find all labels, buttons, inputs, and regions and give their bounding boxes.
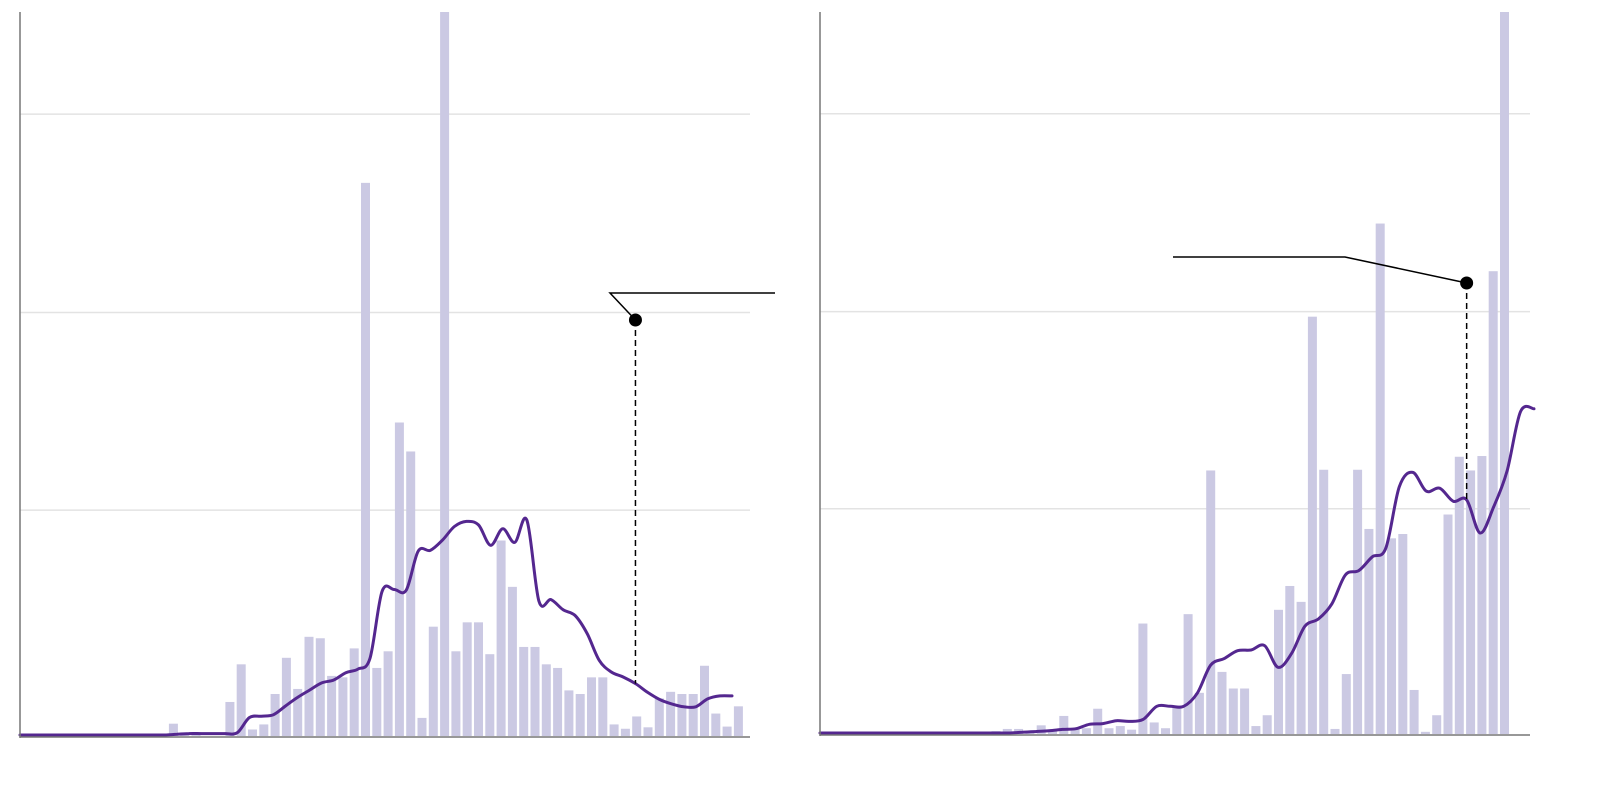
histogram-bar: [1398, 534, 1408, 734]
histogram-bar: [575, 694, 585, 736]
histogram-bar: [1262, 715, 1272, 734]
histogram-bar: [1093, 708, 1103, 734]
histogram-bar: [406, 451, 416, 736]
histogram-bar: [1387, 538, 1396, 734]
histogram-bar: [496, 540, 506, 736]
histogram-bar: [643, 727, 653, 736]
histogram-bar: [1375, 223, 1385, 734]
histogram-bar: [1466, 470, 1476, 734]
histogram-bar: [541, 664, 551, 736]
histogram-bar: [1002, 728, 1012, 734]
histogram-bar: [654, 698, 664, 736]
histogram-bar: [304, 636, 314, 736]
histogram-bar: [1364, 528, 1374, 734]
histogram-bar: [462, 622, 472, 736]
histogram-bar: [587, 677, 596, 736]
chart-panel-2: [818, 12, 1536, 736]
histogram-bar: [1115, 726, 1125, 734]
histogram-bar: [1353, 469, 1363, 734]
histogram-bar: [394, 422, 404, 736]
histogram-bar: [609, 724, 619, 736]
histogram-bar: [1285, 585, 1295, 734]
histogram-bar: [1127, 729, 1137, 734]
histogram-bar: [451, 651, 461, 736]
histogram-bar: [1081, 728, 1091, 734]
histogram-bar: [1432, 715, 1442, 734]
histogram-bar: [1228, 688, 1238, 734]
histogram-bar: [666, 691, 676, 736]
histogram-bar: [1477, 456, 1487, 734]
histogram-bar: [225, 701, 235, 736]
histogram-bar: [1161, 728, 1170, 734]
histogram-bar: [722, 726, 732, 736]
histogram-bar: [507, 586, 517, 736]
histogram-bar: [1319, 469, 1329, 734]
annotation-marker: [628, 313, 642, 327]
histogram-bar: [677, 694, 687, 736]
histogram-bar: [1138, 623, 1148, 734]
histogram-bar: [281, 657, 291, 736]
histogram-bar: [620, 728, 630, 736]
histogram-bar: [417, 717, 427, 736]
annotation-leader-line: [1173, 256, 1467, 284]
histogram-bar: [1500, 12, 1509, 734]
histogram-bar: [553, 667, 563, 736]
histogram-bar: [349, 648, 359, 736]
histogram-bar: [293, 688, 303, 736]
histogram-bar: [440, 12, 450, 736]
histogram-bar: [1251, 726, 1261, 734]
histogram-bar: [1070, 728, 1080, 734]
histogram-bar: [1206, 470, 1216, 734]
histogram-bar: [632, 716, 642, 736]
histogram-bar: [1217, 671, 1227, 734]
histogram-bar: [1149, 722, 1159, 734]
histogram-bar: [1420, 731, 1430, 734]
histogram-bar: [1104, 728, 1114, 734]
histogram-bar: [1240, 688, 1250, 734]
histogram-bar: [519, 646, 529, 736]
histogram-bar: [1183, 614, 1193, 734]
histogram-bar: [1454, 456, 1464, 734]
histogram-bar: [1488, 271, 1498, 734]
histogram-bar: [688, 694, 698, 736]
histogram-bar: [530, 646, 540, 736]
histogram-bar: [1274, 609, 1283, 734]
histogram-bar: [259, 724, 269, 736]
histogram-bar: [474, 622, 483, 736]
histogram-bar: [1341, 674, 1351, 734]
moving-average-line: [818, 404, 1536, 735]
histogram-bar: [733, 706, 743, 736]
histogram-bar: [1409, 689, 1419, 734]
histogram-bar: [191, 734, 201, 736]
histogram-bar: [327, 675, 337, 736]
histogram-bar: [564, 690, 574, 736]
histogram-bar: [485, 654, 495, 736]
histogram-bar: [248, 729, 257, 736]
histogram-bar: [598, 677, 608, 736]
histogram-bar: [1036, 725, 1046, 734]
histogram-bar: [1048, 731, 1057, 734]
histogram-bar: [361, 182, 370, 736]
histogram-bar: [711, 713, 721, 736]
annotation-marker: [1460, 276, 1474, 290]
histogram-bar: [1330, 728, 1340, 734]
annotation-leader-line: [608, 292, 775, 321]
histogram-bar: [1443, 514, 1453, 734]
histogram-bar: [338, 677, 348, 736]
histogram-bar: [1307, 316, 1317, 734]
histogram-bar: [168, 723, 178, 736]
histogram-bar: [1296, 601, 1306, 734]
histogram-bar: [372, 667, 382, 736]
histogram-bar: [383, 651, 393, 736]
histogram-bar: [236, 664, 246, 736]
chart-panel-1: [18, 12, 775, 738]
moving-average-line: [18, 516, 734, 737]
histogram-bar: [1172, 707, 1182, 734]
histogram-bar: [1059, 715, 1069, 734]
histogram-bar: [428, 626, 438, 736]
histogram-bar: [315, 638, 325, 736]
histogram-bar: [1194, 692, 1204, 734]
